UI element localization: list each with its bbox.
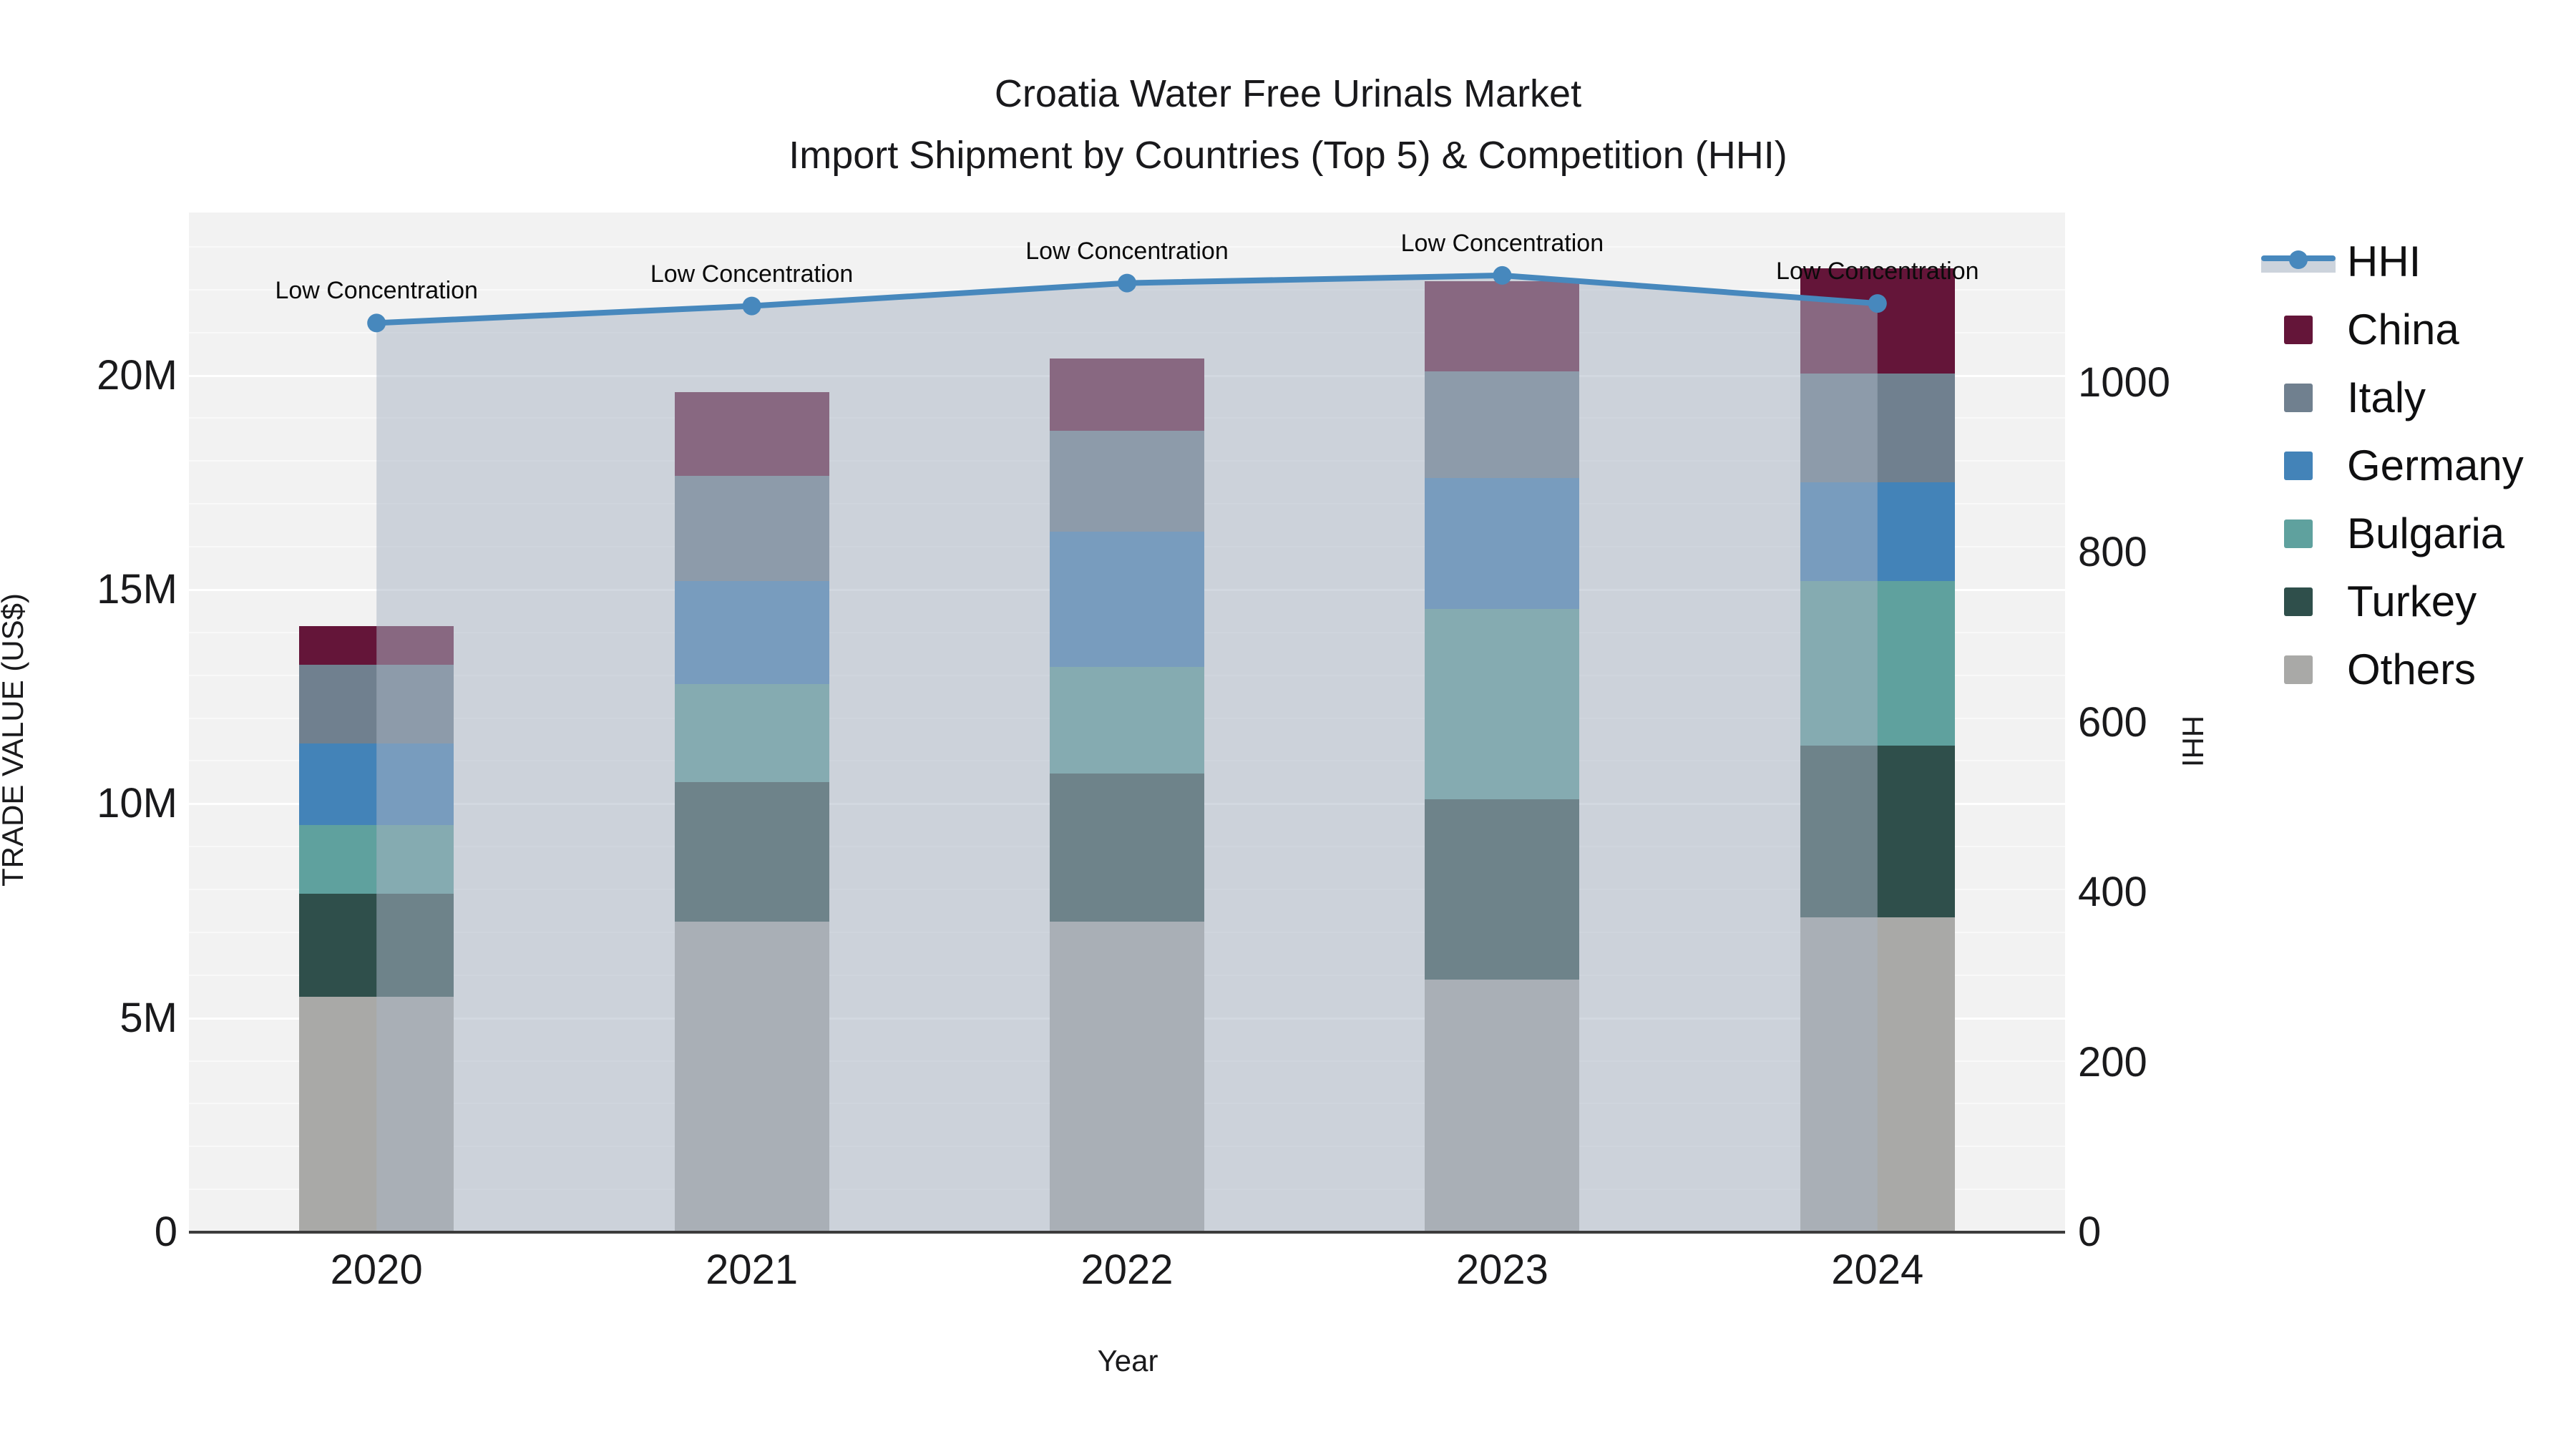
- y-left-tick-15M: 15M: [97, 565, 177, 613]
- bulgaria-swatch-icon: [2253, 519, 2344, 548]
- y-right-tick-1000: 1000: [2078, 358, 2171, 406]
- x-tick-2020: 2020: [330, 1246, 423, 1293]
- y-right-tick-600: 600: [2078, 698, 2147, 746]
- x-tick-2022: 2022: [1080, 1246, 1174, 1293]
- y-right-tick-200: 200: [2078, 1038, 2147, 1085]
- hhi-line-swatch-icon: [2253, 250, 2344, 274]
- italy-swatch-icon: [2253, 383, 2344, 412]
- chart-title-block: Croatia Water Free Urinals Market Import…: [0, 63, 2576, 186]
- legend-item-others[interactable]: Others: [2253, 635, 2524, 703]
- annotation-low-concentration-2023: Low Concentration: [1400, 229, 1604, 257]
- legend-item-italy[interactable]: Italy: [2253, 364, 2524, 431]
- turkey-swatch-icon: [2253, 587, 2344, 616]
- y-right-tick-0: 0: [2078, 1209, 2102, 1255]
- hhi-overlay: [367, 265, 1887, 1232]
- hhi-marker-2021[interactable]: [742, 296, 761, 316]
- legend-item-china[interactable]: China: [2253, 296, 2524, 364]
- legend-item-hhi[interactable]: HHI: [2253, 228, 2524, 296]
- legend-item-bulgaria[interactable]: Bulgaria: [2253, 499, 2524, 567]
- y-left-tick-20M: 20M: [97, 351, 177, 399]
- y-left-tick-0: 0: [154, 1209, 177, 1255]
- annotation-low-concentration-2022: Low Concentration: [1025, 237, 1229, 265]
- others-swatch-icon: [2253, 655, 2344, 684]
- y-left-tick-5M: 5M: [119, 994, 177, 1041]
- hhi-marker-2023[interactable]: [1493, 265, 1512, 285]
- gridline: [189, 245, 2065, 248]
- legend-label: Turkey: [2347, 577, 2477, 625]
- legend-label: Others: [2347, 645, 2477, 693]
- legend-label: Italy: [2347, 374, 2426, 421]
- hhi-area-fill: [376, 275, 1878, 1232]
- annotation-low-concentration-2020: Low Concentration: [275, 277, 478, 305]
- x-axis-line: [189, 1231, 2065, 1234]
- hhi-marker-2022[interactable]: [1118, 273, 1136, 293]
- hhi-marker-2024[interactable]: [1868, 294, 1887, 313]
- plot-area[interactable]: Low Concentration Low Concentration Low Co…: [189, 213, 2065, 1234]
- y-right-tick-800: 800: [2078, 529, 2147, 575]
- legend-label: China: [2347, 306, 2459, 353]
- legend-item-turkey[interactable]: Turkey: [2253, 567, 2524, 635]
- chart-title: Croatia Water Free Urinals Market: [994, 72, 1582, 115]
- x-axis-title: Year: [1097, 1344, 1158, 1377]
- germany-swatch-icon: [2253, 451, 2344, 480]
- legend: HHI China Italy Germany Bulgaria Turkey Others: [2253, 228, 2524, 703]
- chart-subtitle: Import Shipment by Countries (Top 5) & C…: [789, 134, 1787, 177]
- legend-label: Bulgaria: [2347, 509, 2505, 557]
- x-tick-2023: 2023: [1455, 1246, 1548, 1293]
- y-left-tick-10M: 10M: [97, 780, 177, 827]
- y-right-axis-title: HHI: [2176, 715, 2210, 768]
- hhi-marker-2020[interactable]: [367, 313, 386, 333]
- legend-item-germany[interactable]: Germany: [2253, 431, 2524, 499]
- y-right-tick-400: 400: [2078, 869, 2147, 915]
- legend-label: Germany: [2347, 441, 2524, 489]
- x-tick-2024: 2024: [1831, 1246, 1924, 1293]
- y-left-axis-title: TRADE VALUE (US$): [0, 593, 29, 887]
- legend-label: HHI: [2347, 238, 2421, 286]
- annotation-low-concentration-2024: Low Concentration: [1776, 258, 1979, 286]
- annotation-low-concentration-2021: Low Concentration: [650, 260, 854, 288]
- china-swatch-icon: [2253, 315, 2344, 344]
- x-tick-2021: 2021: [706, 1246, 799, 1293]
